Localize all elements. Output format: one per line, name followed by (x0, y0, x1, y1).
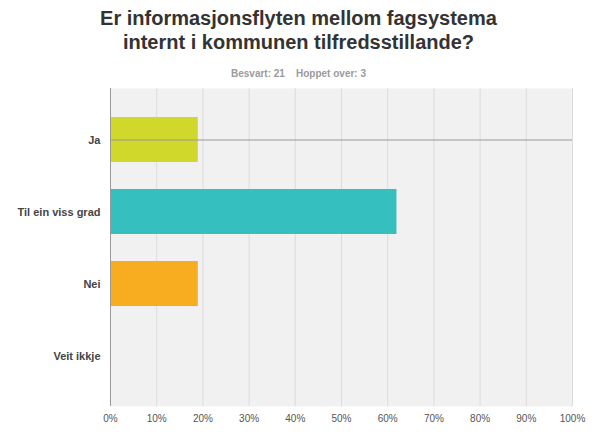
html-text:Er informasjonsflyten mellom f: Er informasjonsflyten mellom fagsystema … (100, 7, 497, 53)
svg-text:80%: 80% (470, 413, 490, 424)
svg-text:Veit ikkje: Veit ikkje (53, 350, 100, 362)
svg-text:50%: 50% (331, 413, 351, 424)
svg-text:Nei: Nei (83, 278, 100, 290)
svg-text:90%: 90% (516, 413, 536, 424)
svg-text:Ja: Ja (88, 134, 101, 146)
svg-text:100%: 100% (560, 413, 586, 424)
svg-text:40%: 40% (285, 413, 305, 424)
svg-text:70%: 70% (424, 413, 444, 424)
svg-text:Til ein viss grad: Til ein viss grad (18, 206, 101, 218)
svg-text:60%: 60% (378, 413, 398, 424)
svg-text:20%: 20% (193, 413, 213, 424)
svg-text:30%: 30% (239, 413, 259, 424)
html-text:Besvart: 21 Hoppet over: 3: Besvart: 21 Hoppet over: 3 (231, 68, 366, 79)
svg-text:10%: 10% (147, 413, 167, 424)
svg-text:0%: 0% (103, 413, 118, 424)
